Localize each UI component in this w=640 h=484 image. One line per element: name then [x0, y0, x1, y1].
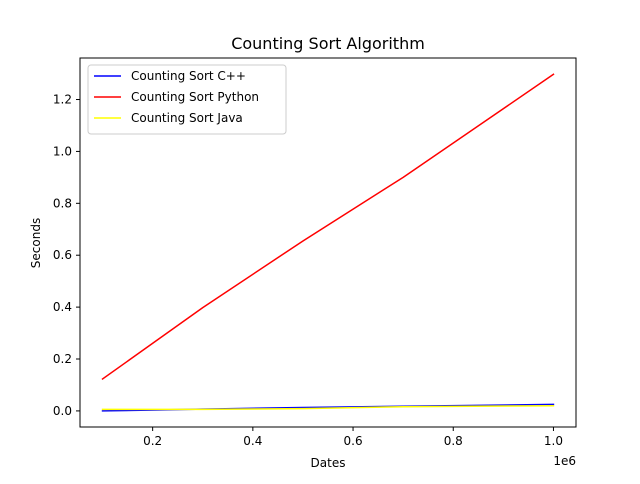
series-line-3: [101, 404, 555, 411]
chart-title: Counting Sort Algorithm: [231, 34, 425, 53]
y-axis-label: Seconds: [29, 218, 43, 268]
x-tick-label: 0.4: [243, 434, 262, 448]
y-tick-label: 1.0: [53, 144, 72, 158]
legend-label-3: Counting Sort Java: [131, 111, 243, 125]
y-tick-label: 0.6: [53, 248, 72, 262]
x-axis-label: Dates: [311, 456, 346, 470]
series-line-2: [101, 73, 555, 381]
plot-area-frame: [79, 57, 577, 428]
legend-label-1: Counting Sort C++: [131, 69, 246, 83]
legend-box: [87, 64, 287, 135]
series-layer: [101, 73, 555, 412]
legend: Counting Sort C++ Counting Sort Python Cou…: [87, 64, 287, 135]
x-tick-label: 0.8: [444, 434, 463, 448]
x-tick-label: 1.0: [544, 434, 563, 448]
y-axis-ticks: 0.0 0.2 0.4 0.6 0.8 1.0 1.2: [53, 93, 80, 418]
y-tick-label: 0.8: [53, 196, 72, 210]
legend-label-2: Counting Sort Python: [131, 90, 259, 104]
x-tick-label: 0.2: [143, 434, 162, 448]
y-tick-label: 0.4: [53, 300, 72, 314]
y-tick-label: 0.2: [53, 352, 72, 366]
y-tick-label: 1.2: [53, 93, 72, 107]
x-tick-label: 0.6: [344, 434, 363, 448]
x-axis-offset-label: 1e6: [553, 454, 576, 468]
x-axis-ticks: 0.2 0.4 0.6 0.8 1.0: [143, 427, 563, 448]
y-tick-label: 0.0: [53, 404, 72, 418]
